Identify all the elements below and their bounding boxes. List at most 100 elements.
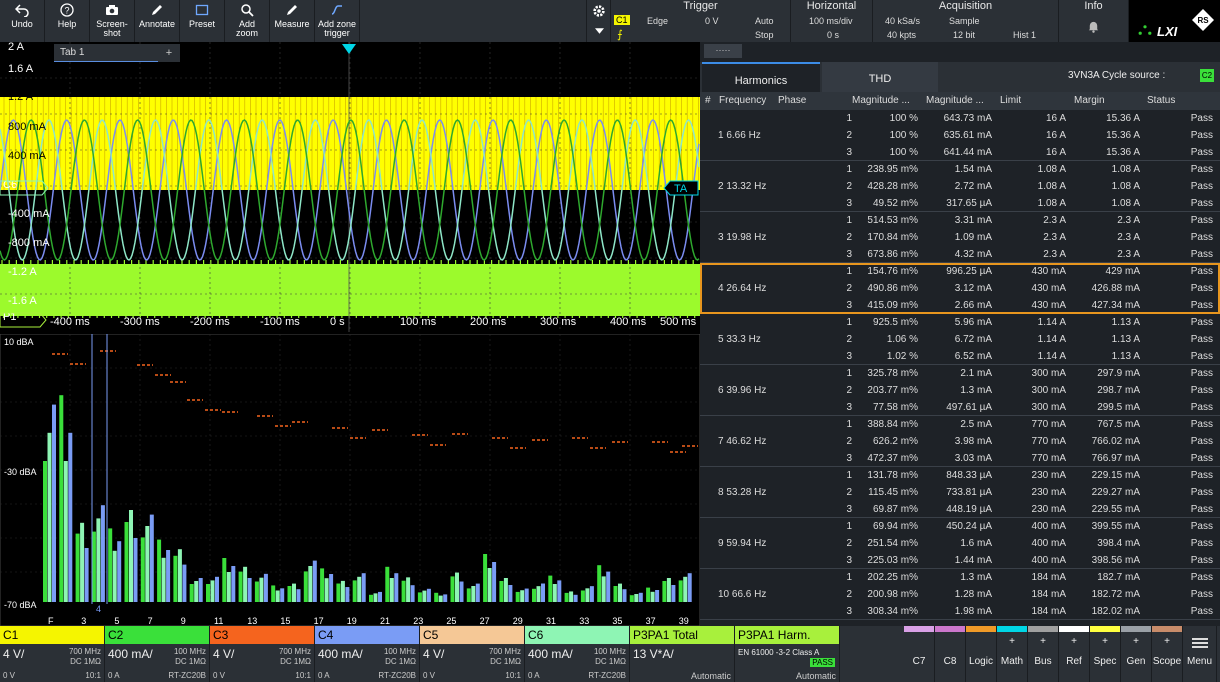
harmonic-group[interactable]: 9 59.94 Hz 1 69.94 m% 450.24 µA 400 mA 399.55…: [700, 518, 1220, 569]
screenshot-button[interactable]: Screen-shot: [90, 0, 135, 42]
table-row[interactable]: 3 673.86 m% 4.32 mA 2.3 A 2.3 A Pass: [700, 246, 1220, 263]
table-cell: 300 mA: [1031, 385, 1066, 396]
harmonic-group[interactable]: 6 39.96 Hz 1 325.78 m% 2.1 mA 300 mA 297.9 mA…: [700, 365, 1220, 416]
menu-button[interactable]: Menu: [1183, 626, 1217, 682]
add-zone-trigger-button[interactable]: Add zone trigger: [315, 0, 360, 42]
table-cell: 2: [846, 385, 852, 396]
table-cell: 325.78 m%: [867, 368, 918, 379]
bus-button[interactable]: + Bus: [1028, 626, 1059, 682]
annotate-button[interactable]: Annotate: [135, 0, 180, 42]
table-row[interactable]: 3 69.87 m% 448.19 µA 230 mA 229.55 mA Pass: [700, 501, 1220, 518]
table-row[interactable]: 1 69.94 m% 450.24 µA 400 mA 399.55 mA Pass: [700, 518, 1220, 535]
acquisition-section[interactable]: Acquisition 40 kSa/s 40 kpts Sample 12 b…: [872, 0, 1058, 42]
table-row[interactable]: 1 154.76 m% 996.25 µA 430 mA 429 mA Pass: [700, 263, 1220, 280]
plus-icon: +: [1102, 636, 1108, 647]
logic-button[interactable]: Logic: [966, 626, 997, 682]
bell-icon[interactable]: [1087, 20, 1100, 33]
c7-button[interactable]: C7: [904, 626, 935, 682]
channel-c2[interactable]: C2 400 mA/100 MHz DC 1MΩ RT-ZC20B 0 A: [105, 626, 210, 682]
scope-button[interactable]: + Scope: [1152, 626, 1183, 682]
horizontal-section[interactable]: Horizontal 100 ms/div 0 s: [790, 0, 872, 42]
table-row[interactable]: 1 325.78 m% 2.1 mA 300 mA 297.9 mA Pass: [700, 365, 1220, 382]
table-row[interactable]: 3 415.09 m% 2.66 mA 430 mA 427.34 mA Pass: [700, 297, 1220, 314]
measure-button[interactable]: Measure: [270, 0, 315, 42]
trigger-section[interactable]: Trigger C1 ⨍ Edge 0 V Auto Stop: [610, 0, 790, 42]
table-cell: 3: [846, 198, 852, 209]
channel-c4[interactable]: C4 400 mA/100 MHz DC 1MΩ RT-ZC20B 0 A: [315, 626, 420, 682]
add-tab-button[interactable]: +: [158, 44, 180, 62]
table-row[interactable]: 2 428.28 m% 2.72 mA 1.08 A 1.08 A Pass: [700, 178, 1220, 195]
add-zoom-button[interactable]: Add zoom: [225, 0, 270, 42]
table-row[interactable]: 3 1.02 % 6.52 mA 1.14 A 1.13 A Pass: [700, 348, 1220, 365]
table-row[interactable]: 2 490.86 m% 3.12 mA 430 mA 426.88 mA Pass: [700, 280, 1220, 297]
table-row[interactable]: 3 308.34 m% 1.98 mA 184 mA 182.02 mA Pass: [700, 603, 1220, 620]
table-row[interactable]: 1 514.53 m% 3.31 mA 2.3 A 2.3 A Pass: [700, 212, 1220, 229]
preset-button[interactable]: Preset: [180, 0, 225, 42]
table-row[interactable]: 1 925.5 m% 5.96 mA 1.14 A 1.13 A Pass: [700, 314, 1220, 331]
channel-c1[interactable]: C1 4 V/700 MHz DC 1MΩ 10:1 0 V: [0, 626, 105, 682]
settings-area[interactable]: [586, 0, 610, 42]
table-row[interactable]: 1 100 % 643.73 mA 16 A 15.36 A Pass: [700, 110, 1220, 127]
channel-c6[interactable]: C6 400 mA/100 MHz DC 1MΩ RT-ZC20B 0 A: [525, 626, 630, 682]
help-button[interactable]: ? Help: [45, 0, 90, 42]
table-row[interactable]: 3 225.03 m% 1.44 mA 400 mA 398.56 mA Pass: [700, 552, 1220, 569]
y-axis-label: 400 mA: [8, 150, 47, 162]
harmonic-group[interactable]: 4 26.64 Hz 1 154.76 m% 996.25 µA 430 mA 429 m…: [700, 263, 1220, 314]
table-cell: 3: [846, 402, 852, 413]
table-row[interactable]: 2 203.77 m% 1.3 mA 300 mA 298.7 mA Pass: [700, 382, 1220, 399]
tab-1[interactable]: Tab 1: [54, 44, 158, 62]
table-row[interactable]: 1 388.84 m% 2.5 mA 770 mA 767.5 mA Pass: [700, 416, 1220, 433]
table-row[interactable]: 3 49.52 m% 317.65 µA 1.08 A 1.08 A Pass: [700, 195, 1220, 212]
table-row[interactable]: 1 131.78 m% 848.33 µA 230 mA 229.15 mA Pass: [700, 467, 1220, 484]
table-row[interactable]: 2 251.54 m% 1.6 mA 400 mA 398.4 mA Pass: [700, 535, 1220, 552]
tab-thd[interactable]: THD: [822, 62, 938, 92]
table-row[interactable]: 3 77.58 m% 497.61 µA 300 mA 299.5 mA Pass: [700, 399, 1220, 416]
waveform-canvas[interactable]: 2 A 1.6 A 1.2 A 800 mA 400 mA C6 -400 mA -800 m…: [0, 42, 700, 332]
table-cell: 733.81 µA: [946, 487, 992, 498]
harmonic-group[interactable]: 5 33.3 Hz 1 925.5 m% 5.96 mA 1.14 A 1.13 A Pas…: [700, 314, 1220, 365]
channel-c5[interactable]: C5 4 V/700 MHz DC 1MΩ 10:1 0 V: [420, 626, 525, 682]
harmonic-group[interactable]: 1 6.66 Hz 1 100 % 643.73 mA 16 A 15.36 A Pass 2…: [700, 110, 1220, 161]
waveform-view[interactable]: 2 A 1.6 A 1.2 A 800 mA 400 mA C6 -400 mA -800 m…: [0, 42, 700, 332]
harmonic-group[interactable]: 8 53.28 Hz 1 131.78 m% 848.33 µA 230 mA 229.1…: [700, 467, 1220, 518]
harmonic-bar: [129, 510, 133, 602]
info-section[interactable]: Info: [1058, 0, 1128, 42]
table-row[interactable]: 2 115.45 m% 733.81 µA 230 mA 229.27 mA Pass: [700, 484, 1220, 501]
table-cell: Pass: [1190, 215, 1213, 226]
cycle-source-value[interactable]: C2: [1200, 69, 1214, 82]
table-row[interactable]: 2 170.84 m% 1.09 mA 2.3 A 2.3 A Pass: [700, 229, 1220, 246]
harmonic-bar: [389, 578, 394, 602]
power-measurement-0[interactable]: P3PA1 Total 13 V*A/Automatic: [630, 626, 735, 682]
spec-button[interactable]: + Spec: [1090, 626, 1121, 682]
table-row[interactable]: 2 1.06 % 6.72 mA 1.14 A 1.13 A Pass: [700, 331, 1220, 348]
c8-button[interactable]: C8: [935, 626, 966, 682]
table-row[interactable]: 2 626.2 m% 3.98 mA 770 mA 766.02 mA Pass: [700, 433, 1220, 450]
harmonic-group[interactable]: 7 46.62 Hz 1 388.84 m% 2.5 mA 770 mA 767.5 mA…: [700, 416, 1220, 467]
gear-icon[interactable]: [592, 4, 606, 18]
table-cell: 229.55 mA: [1091, 504, 1140, 515]
harmonic-group[interactable]: 10 66.6 Hz 1 202.25 m% 1.3 mA 184 mA 182.7 mA…: [700, 569, 1220, 620]
help-icon: ?: [60, 3, 74, 17]
power-measurement-1[interactable]: P3PA1 Harm. EN 61000 -3-2 Class A Automati…: [735, 626, 840, 682]
harmonic-group[interactable]: 3 19.98 Hz 1 514.53 m% 3.31 mA 2.3 A 2.3 A Pas…: [700, 212, 1220, 263]
harmonic-bar: [580, 590, 585, 602]
panel-menu-button[interactable]: ·····: [704, 44, 742, 58]
table-row[interactable]: 2 100 % 635.61 mA 16 A 15.36 A Pass: [700, 127, 1220, 144]
channel-c3[interactable]: C3 4 V/700 MHz DC 1MΩ 10:1 0 V: [210, 626, 315, 682]
math-button[interactable]: + Math: [997, 626, 1028, 682]
table-row[interactable]: 3 100 % 641.44 mA 16 A 15.36 A Pass: [700, 144, 1220, 161]
ref-button[interactable]: + Ref: [1059, 626, 1090, 682]
table-row[interactable]: 1 238.95 m% 1.54 mA 1.08 A 1.08 A Pass: [700, 161, 1220, 178]
table-row[interactable]: 1 202.25 m% 1.3 mA 184 mA 182.7 mA Pass: [700, 569, 1220, 586]
chevron-down-icon[interactable]: [595, 28, 604, 34]
harmonic-bar: [410, 585, 415, 602]
harmonics-table[interactable]: 1 6.66 Hz 1 100 % 643.73 mA 16 A 15.36 A Pass 2…: [700, 110, 1220, 620]
spectrum-view[interactable]: 4 10 dBA -30 dBA -70 dBA F 3 5 7 9 11 13 15 17 19 21 23…: [0, 334, 700, 626]
tab-harmonics[interactable]: Harmonics: [702, 62, 820, 92]
table-row[interactable]: 3 472.37 m% 3.03 mA 770 mA 766.97 mA Pass: [700, 450, 1220, 467]
table-row[interactable]: 2 200.98 m% 1.28 mA 184 mA 182.72 mA Pass: [700, 586, 1220, 603]
undo-button[interactable]: Undo: [0, 0, 45, 42]
harmonic-group[interactable]: 2 13.32 Hz 1 238.95 m% 1.54 mA 1.08 A 1.08 A P…: [700, 161, 1220, 212]
gen-button[interactable]: + Gen: [1121, 626, 1152, 682]
